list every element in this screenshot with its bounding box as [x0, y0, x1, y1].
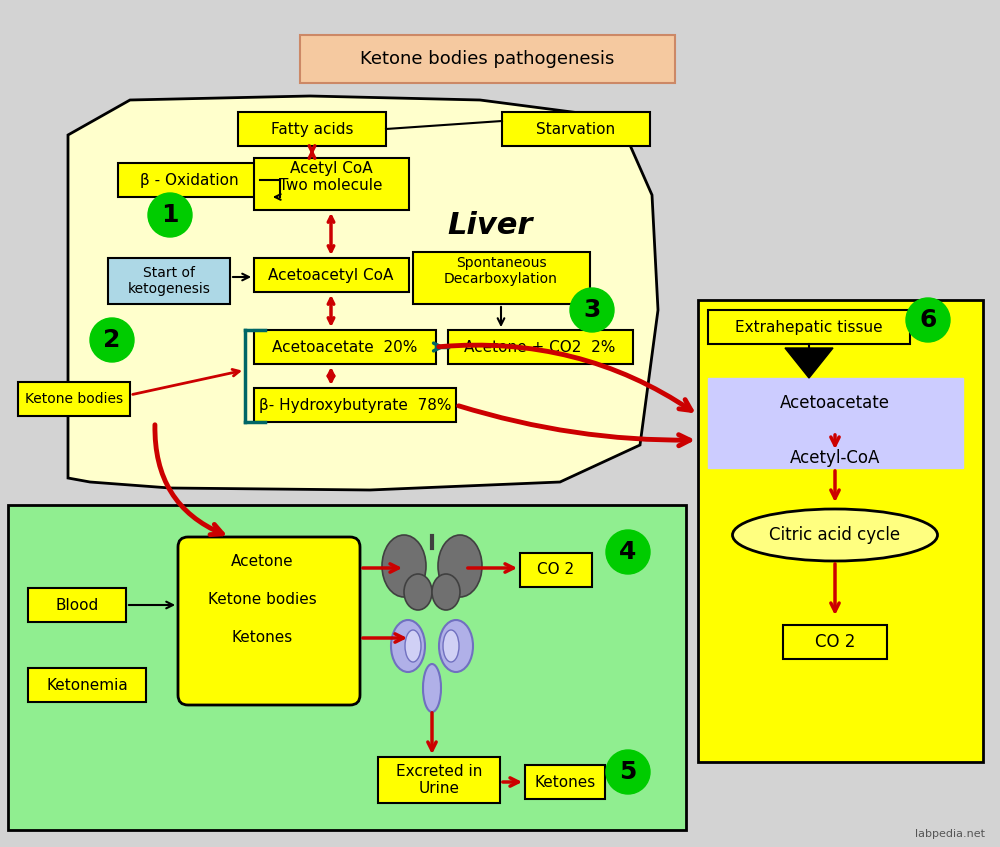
Bar: [108, 258, 230, 304]
Text: Acetone: Acetone: [231, 555, 293, 569]
Bar: [238, 112, 386, 146]
Text: Ketone bodies: Ketone bodies: [25, 392, 123, 406]
Text: CO 2: CO 2: [537, 562, 575, 578]
Text: Acetyl-CoA: Acetyl-CoA: [790, 449, 880, 467]
Polygon shape: [785, 348, 833, 378]
Bar: [520, 553, 592, 587]
Text: labpedia.net: labpedia.net: [915, 829, 985, 839]
Circle shape: [90, 318, 134, 362]
Text: 2: 2: [103, 328, 121, 352]
Text: Extrahepatic tissue: Extrahepatic tissue: [735, 319, 883, 335]
Text: Ketonemia: Ketonemia: [46, 678, 128, 693]
Text: 6: 6: [919, 308, 937, 332]
Polygon shape: [68, 96, 658, 490]
Circle shape: [148, 193, 192, 237]
Bar: [378, 757, 500, 803]
Bar: [118, 163, 260, 197]
Bar: [525, 765, 605, 799]
Text: Acetoacetate: Acetoacetate: [780, 394, 890, 412]
Ellipse shape: [404, 574, 432, 610]
Bar: [783, 625, 887, 659]
Bar: [254, 158, 409, 210]
Text: Excreted in
Urine: Excreted in Urine: [396, 764, 482, 796]
Ellipse shape: [423, 664, 441, 712]
Ellipse shape: [391, 620, 425, 672]
Text: Acetoacetate  20%: Acetoacetate 20%: [272, 340, 418, 355]
Bar: [254, 258, 409, 292]
Bar: [300, 35, 675, 83]
Text: Acetyl CoA
Two molecule: Acetyl CoA Two molecule: [279, 161, 383, 193]
Ellipse shape: [438, 535, 482, 597]
Bar: [413, 252, 590, 304]
Text: Ketones: Ketones: [231, 630, 293, 645]
Text: 1: 1: [161, 203, 179, 227]
Text: Acetoacetyl CoA: Acetoacetyl CoA: [268, 268, 394, 283]
Text: Liver: Liver: [447, 211, 533, 240]
Text: β- Hydroxybutyrate  78%: β- Hydroxybutyrate 78%: [259, 397, 451, 412]
Text: Ketones: Ketones: [534, 774, 596, 789]
Bar: [708, 310, 910, 344]
Text: 3: 3: [583, 298, 601, 322]
Text: Starvation: Starvation: [536, 121, 616, 136]
Bar: [18, 382, 130, 416]
Circle shape: [606, 750, 650, 794]
Bar: [502, 112, 650, 146]
Bar: [8, 505, 686, 830]
Bar: [28, 668, 146, 702]
Ellipse shape: [732, 509, 938, 561]
Text: 5: 5: [619, 760, 637, 784]
Text: Spontaneous
Decarboxylation: Spontaneous Decarboxylation: [444, 256, 558, 286]
Text: Acetone + CO2  2%: Acetone + CO2 2%: [464, 340, 616, 355]
Ellipse shape: [439, 620, 473, 672]
Text: β - Oxidation: β - Oxidation: [140, 173, 238, 187]
Bar: [698, 300, 983, 762]
Ellipse shape: [443, 630, 459, 662]
Ellipse shape: [432, 574, 460, 610]
Bar: [708, 378, 963, 468]
Text: Fatty acids: Fatty acids: [271, 121, 353, 136]
Bar: [448, 330, 633, 364]
Circle shape: [570, 288, 614, 332]
Text: 4: 4: [619, 540, 637, 564]
Text: Blood: Blood: [55, 597, 99, 612]
Bar: [254, 330, 436, 364]
Bar: [254, 388, 456, 422]
Text: Ketone bodies pathogenesis: Ketone bodies pathogenesis: [360, 50, 614, 68]
Text: CO 2: CO 2: [815, 633, 855, 651]
Text: Start of
ketogenesis: Start of ketogenesis: [128, 266, 210, 296]
Bar: [28, 588, 126, 622]
Text: Ketone bodies: Ketone bodies: [208, 593, 316, 607]
Text: Citric acid cycle: Citric acid cycle: [769, 526, 901, 544]
FancyBboxPatch shape: [178, 537, 360, 705]
Circle shape: [606, 530, 650, 574]
Ellipse shape: [382, 535, 426, 597]
Circle shape: [906, 298, 950, 342]
Ellipse shape: [405, 630, 421, 662]
